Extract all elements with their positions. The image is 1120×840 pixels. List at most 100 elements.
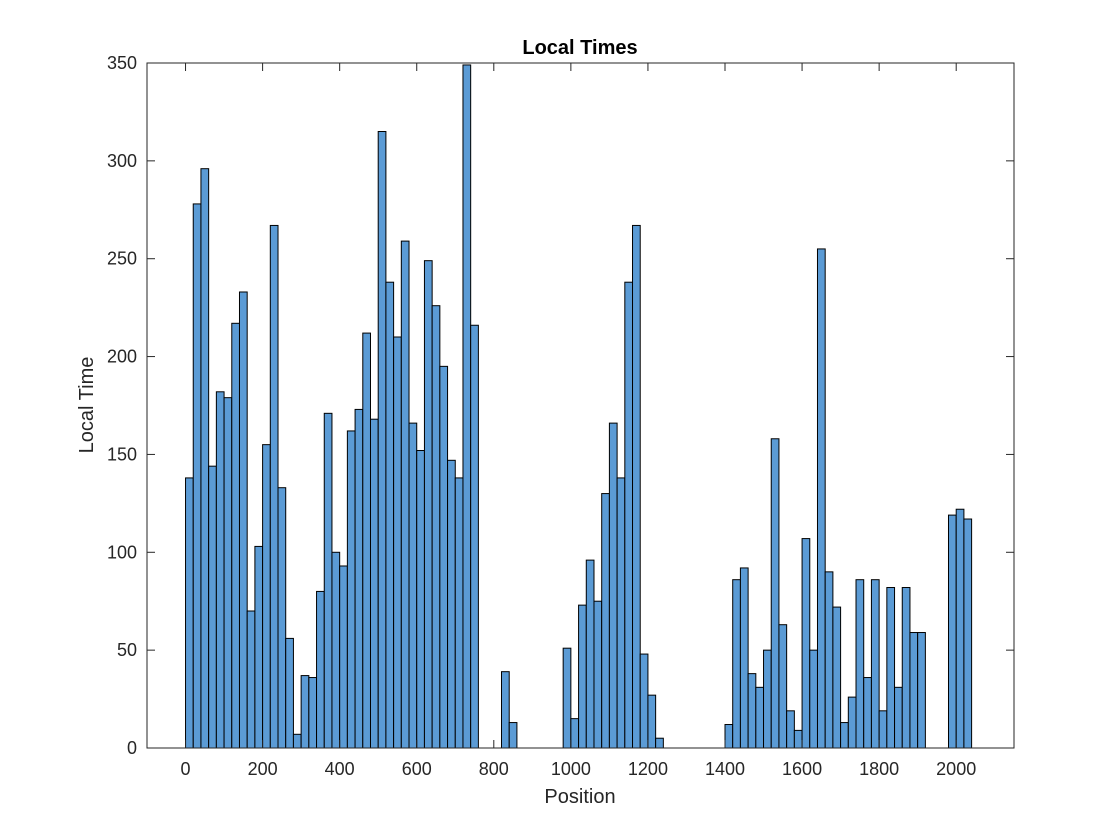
histogram-bar (847, 696, 857, 749)
histogram-bar (863, 677, 872, 749)
histogram-bar (262, 444, 271, 749)
x-tick-label: 1400 (705, 759, 745, 779)
x-tick-label: 1800 (859, 759, 899, 779)
x-axis-label: Position (544, 786, 615, 808)
histogram-bar (886, 587, 896, 749)
histogram-bar (408, 422, 418, 749)
histogram-bar (385, 281, 395, 749)
histogram-bar (570, 718, 580, 749)
histogram-bar (639, 653, 649, 749)
y-tick-label: 150 (107, 444, 137, 464)
histogram-bar (909, 632, 919, 749)
histogram-bar (655, 737, 664, 749)
histogram-bar (770, 438, 780, 749)
histogram-bar (901, 587, 911, 749)
histogram-bar (423, 260, 433, 749)
histogram-bar (724, 724, 734, 749)
histogram-bar (331, 551, 341, 749)
plot-frame (146, 62, 1015, 749)
histogram-bar (755, 686, 765, 749)
histogram-bar (501, 671, 510, 749)
histogram-bar (647, 694, 657, 749)
x-tick-label: 1200 (628, 759, 668, 779)
histogram-bar (377, 131, 387, 749)
histogram-bar (947, 514, 957, 749)
x-tick-label: 1600 (782, 759, 822, 779)
histogram-bar (208, 465, 217, 749)
histogram-bar (732, 579, 741, 749)
x-tick-label: 400 (325, 759, 355, 779)
histogram-bar (578, 604, 587, 749)
y-tick-label: 0 (127, 738, 137, 758)
histogram-bar (955, 508, 965, 749)
histogram-bar (616, 477, 626, 749)
histogram-bar (801, 538, 811, 749)
histogram-bar (816, 248, 826, 749)
histogram-bar (870, 579, 880, 749)
histogram-bar (323, 412, 333, 749)
histogram-bar (447, 459, 456, 749)
histogram-bar (470, 324, 479, 749)
x-tick-label: 800 (479, 759, 509, 779)
histogram-bar (292, 733, 302, 749)
histogram-bar (824, 571, 834, 749)
histogram-bar (238, 291, 248, 749)
histogram-bar (739, 567, 749, 749)
histogram-bar (832, 606, 842, 749)
histogram-bar (917, 632, 926, 749)
y-tick-label: 350 (107, 53, 137, 73)
histogram-bar (223, 397, 233, 749)
histogram-bar (878, 710, 888, 749)
histogram-bar (608, 422, 618, 749)
histogram-bar (285, 637, 294, 749)
histogram-bar (894, 686, 903, 749)
x-tick-label: 200 (248, 759, 278, 779)
histogram-bar (562, 647, 572, 749)
histogram-bar (339, 565, 348, 749)
histogram-bar (400, 240, 410, 749)
histogram-bar (632, 224, 641, 749)
histogram-bar (393, 336, 402, 749)
histogram-bar (439, 365, 449, 749)
histogram-bar (809, 649, 818, 749)
y-axis-label: Local Time (76, 357, 98, 454)
histogram-bar (763, 649, 772, 749)
x-tick-label: 1000 (551, 759, 591, 779)
histogram-bar (585, 559, 595, 749)
histogram-bar (840, 722, 849, 749)
histogram-bar (308, 677, 318, 749)
histogram-bar (300, 675, 310, 749)
chart-title: Local Times (522, 37, 637, 59)
histogram-bar (316, 590, 325, 749)
y-axis-ticks: 0 50 100 150 200 250 300 350 (107, 53, 1014, 758)
histogram-bar (601, 493, 610, 749)
histogram-bar (793, 729, 803, 749)
histogram-bar (362, 332, 371, 749)
histogram-bar (192, 203, 202, 749)
histogram-bar (508, 722, 518, 749)
histogram-bar (277, 487, 287, 749)
histogram-bar (254, 545, 264, 749)
y-tick-label: 100 (107, 542, 137, 562)
histogram-bar (346, 430, 356, 749)
histogram-bar (416, 450, 425, 749)
histogram-bar (778, 624, 788, 749)
x-axis-ticks: 0 200 400 600 800 1000 1200 1400 1600 1800 2000 (181, 63, 976, 779)
histogram-bar (369, 418, 379, 749)
histogram-bar (431, 305, 441, 749)
y-tick-label: 250 (107, 249, 137, 269)
histogram-bar (624, 281, 634, 749)
histogram-bar (246, 610, 256, 749)
histogram-bar (231, 322, 240, 749)
y-tick-label: 200 (107, 347, 137, 367)
histogram-bar (200, 168, 210, 749)
x-tick-label: 2000 (936, 759, 976, 779)
y-tick-label: 50 (117, 640, 137, 660)
histogram-bar (354, 408, 364, 749)
x-tick-label: 600 (402, 759, 432, 779)
histogram-bar (454, 477, 464, 749)
histogram-bar (269, 224, 279, 749)
histogram-bar (786, 710, 795, 749)
histogram-bar (593, 600, 603, 749)
